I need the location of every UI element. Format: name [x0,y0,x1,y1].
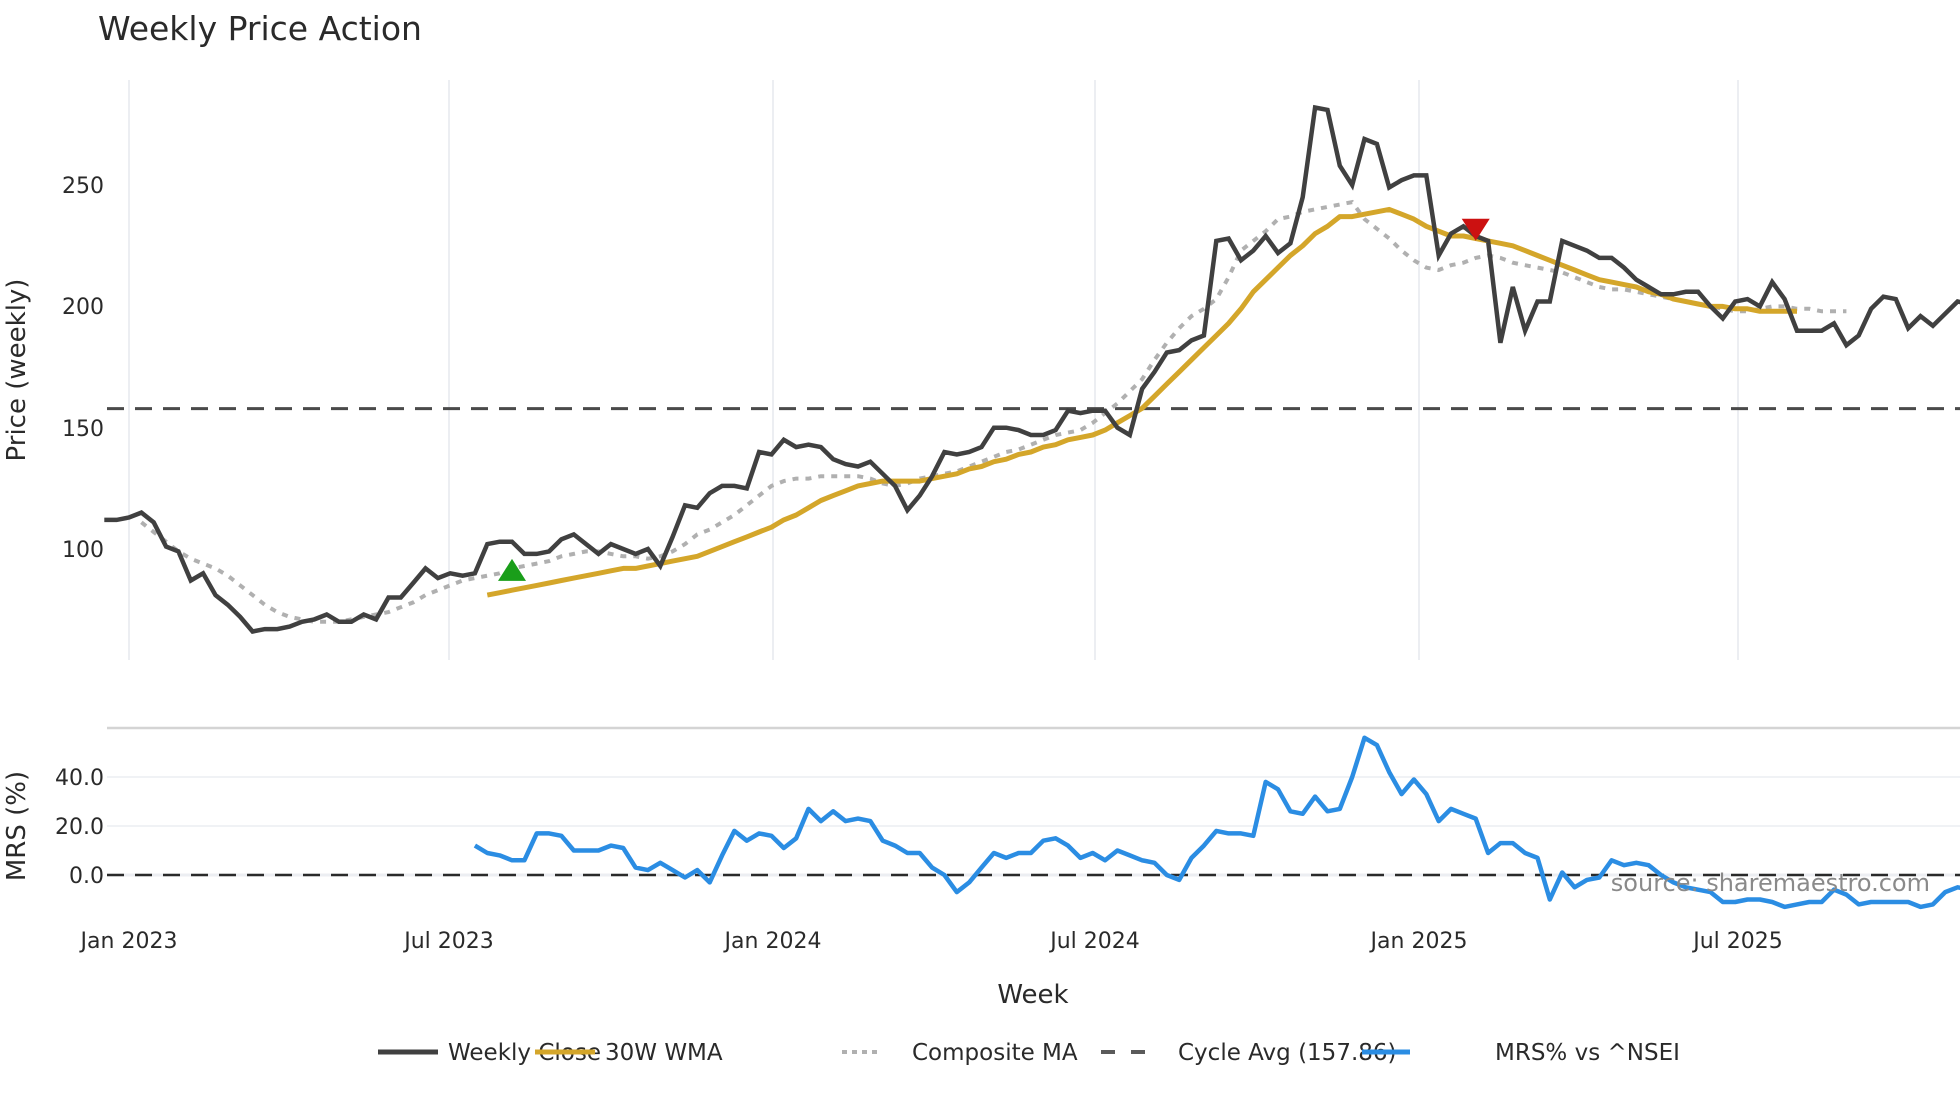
price-tick-200: 200 [62,295,104,320]
price-tick-150: 150 [62,417,104,442]
mrs-y-ticks: 40.0 20.0 0.0 [55,766,104,889]
mrs-tick-40: 40.0 [55,766,104,791]
x-axis-ticks: Jan 2023 Jul 2023 Jan 2024 Jul 2024 Jan … [79,929,1783,954]
mrs-tick-0: 0.0 [69,864,104,889]
legend-item-composite-ma[interactable]: Composite MA [842,1040,1078,1066]
wma-30w-line [486,206,1797,598]
legend-item-30w-wma[interactable]: 30W WMA [535,1040,723,1066]
legend-label: 30W WMA [605,1040,723,1066]
buy-signal-triangle-icon [498,558,527,581]
legend: Weekly Close 30W WMA Composite MA Cycle … [378,1040,1680,1066]
legend-label: MRS% vs ^NSEI [1495,1040,1680,1066]
weekly-close-line [104,104,1960,634]
x-tick-jan-2023: Jan 2023 [79,929,178,954]
chart-title: Weekly Price Action [98,9,422,48]
mrs-tick-20: 20.0 [55,815,104,840]
sell-signal-triangle-icon [1461,218,1490,241]
price-y-ticks: 250 200 150 100 [62,174,104,563]
mrs-horizontal-gridlines [107,776,1960,877]
x-tick-jul-2023: Jul 2023 [402,929,494,954]
x-tick-jan-2025: Jan 2025 [1369,929,1468,954]
mrs-line [473,735,1960,910]
legend-item-cycle-avg[interactable]: Cycle Avg (157.86) [1101,1040,1397,1066]
legend-label: Cycle Avg (157.86) [1178,1040,1397,1066]
legend-item-mrs[interactable]: MRS% vs ^NSEI [1362,1040,1680,1066]
mrs-y-axis-title: MRS (%) [2,771,32,881]
x-tick-jul-2024: Jul 2024 [1048,929,1140,954]
price-vertical-gridlines [128,80,1739,660]
x-tick-jul-2025: Jul 2025 [1691,929,1783,954]
x-axis-title: Week [997,980,1068,1010]
composite-ma-line [140,199,1847,624]
x-tick-jan-2024: Jan 2024 [723,929,822,954]
price-y-axis-title: Price (weekly) [2,279,32,462]
price-tick-100: 100 [62,538,104,563]
price-tick-250: 250 [62,174,104,199]
legend-label: Composite MA [912,1040,1078,1066]
source-annotation: source: sharemaestro.com [1611,869,1930,897]
